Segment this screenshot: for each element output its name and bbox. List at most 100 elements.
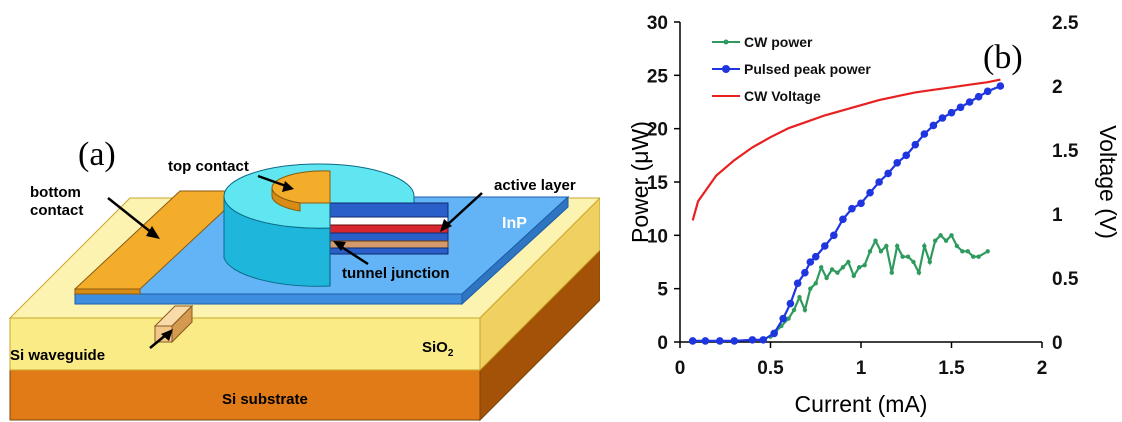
point-pulsed-peak-power	[857, 199, 865, 208]
point-cw-power	[954, 243, 960, 249]
point-cw-power	[949, 233, 954, 238]
point-pulsed-peak-power	[806, 258, 815, 266]
point-pulsed-peak-power	[996, 82, 1005, 90]
point-pulsed-peak-power	[956, 103, 965, 112]
x-tick-label: 1	[856, 358, 867, 379]
point-pulsed-peak-power	[947, 108, 956, 117]
legend: CW power Pulsed peak power CW Voltage	[712, 34, 871, 104]
point-cw-power	[976, 254, 981, 259]
point-pulsed-peak-power	[911, 140, 920, 149]
point-cw-power	[900, 254, 905, 259]
series-line-cw-voltage	[691, 78, 1001, 221]
point-pulsed-peak-power	[716, 337, 724, 345]
point-cw-power	[933, 238, 938, 243]
point-cw-power	[889, 270, 894, 275]
point-pulsed-peak-power	[811, 252, 820, 261]
point-cw-power	[927, 259, 932, 265]
x-tick-label: 0	[675, 358, 686, 379]
point-pulsed-peak-power	[884, 169, 892, 178]
point-cw-power	[840, 265, 846, 270]
point-pulsed-peak-power	[974, 92, 983, 101]
series-layer	[688, 78, 1005, 345]
point-cw-power	[791, 307, 797, 313]
tunnel-junction-label: tunnel junction	[342, 265, 449, 282]
point-pulsed-peak-power	[801, 268, 809, 277]
point-pulsed-peak-power	[688, 337, 697, 345]
point-cw-power	[818, 265, 824, 270]
y-left-tick-label: 20	[647, 120, 668, 141]
y-left-tick-label: 5	[657, 280, 668, 301]
y-left-tick-label: 15	[647, 173, 669, 194]
point-cw-power	[873, 238, 878, 243]
point-cw-power	[911, 259, 916, 265]
device-schematic: (a) bottom contact top contact active la…	[8, 136, 600, 422]
y-right-tick-label: 1	[1052, 205, 1063, 226]
y-right-tick-label: 2	[1052, 77, 1063, 98]
y-left-tick-label: 10	[647, 226, 668, 247]
point-pulsed-peak-power	[875, 178, 883, 186]
point-pulsed-peak-power	[848, 204, 856, 213]
point-pulsed-peak-power	[701, 337, 710, 345]
panel-a-label: (a)	[78, 136, 116, 173]
point-pulsed-peak-power	[730, 337, 739, 345]
point-pulsed-peak-power	[938, 114, 947, 122]
y-left-tick-label: 25	[647, 66, 669, 87]
bottom-contact-label-line2: contact	[30, 202, 83, 219]
legend-label-pulsed: Pulsed peak power	[744, 61, 871, 77]
point-pulsed-peak-power	[786, 299, 795, 308]
point-cw-power	[985, 249, 990, 254]
point-pulsed-peak-power	[830, 231, 838, 240]
top-contact-label: top contact	[168, 158, 249, 175]
legend-label-cw-power: CW power	[744, 34, 813, 50]
y-right-tick-label: 1.5	[1052, 141, 1079, 162]
y-left-ticks: 0 5 10 15 20 25 30	[647, 13, 680, 354]
point-cw-power	[916, 270, 922, 275]
point-pulsed-peak-power	[983, 87, 992, 96]
point-pulsed-peak-power	[759, 336, 768, 344]
x-ticks: 0 0.5 1 1.5 2	[675, 342, 1048, 379]
point-cw-power	[835, 270, 840, 275]
point-cw-power	[922, 243, 927, 249]
point-cw-power	[786, 316, 791, 321]
point-cw-power	[824, 275, 829, 281]
legend-label-cw-voltage: CW Voltage	[744, 88, 821, 104]
point-pulsed-peak-power	[770, 329, 778, 338]
sio2-label: SiO2	[422, 339, 454, 359]
si-substrate-block	[9, 249, 600, 422]
point-cw-power	[797, 295, 802, 300]
panel-b-label: (b)	[983, 39, 1023, 76]
legend-marker-pulsed	[722, 65, 730, 73]
point-cw-power	[851, 273, 856, 279]
point-cw-power	[829, 267, 835, 272]
point-cw-power	[943, 238, 949, 243]
point-cw-power	[862, 263, 867, 268]
point-cw-power	[813, 281, 818, 286]
point-pulsed-peak-power	[920, 130, 929, 138]
y-left-tick-label: 0	[657, 333, 668, 354]
point-cw-power	[965, 249, 970, 254]
point-cw-power	[884, 243, 889, 249]
sio2-label-subscript: 2	[448, 348, 454, 359]
y-left-tick-label: 30	[647, 13, 668, 34]
x-tick-label: 1.5	[938, 358, 965, 379]
point-cw-power	[938, 233, 943, 238]
inp-label: InP	[502, 215, 527, 232]
point-pulsed-peak-power	[866, 188, 874, 197]
point-pulsed-peak-power	[821, 242, 829, 250]
point-cw-power	[905, 254, 911, 259]
point-cw-power	[960, 249, 965, 254]
point-pulsed-peak-power	[965, 98, 974, 106]
point-pulsed-peak-power	[893, 159, 901, 167]
point-cw-power	[895, 243, 900, 249]
x-tick-label: 2	[1037, 358, 1048, 379]
series-line-pulsed-peak-power	[692, 84, 1001, 342]
point-cw-power	[802, 307, 808, 313]
y-right-tick-label: 0	[1052, 333, 1063, 354]
y-right-ticks: 0 0.5 1 1.5 2 2.5	[1052, 13, 1079, 354]
sio2-label-main: SiO	[422, 339, 448, 356]
point-cw-power	[867, 249, 873, 254]
y-right-tick-label: 2.5	[1052, 13, 1079, 34]
liv-chart: 0 0.5 1 1.5 2 0 5 10 15 20 25 30 0 0.5 1 1.5 2 2.5 CW p…	[627, 13, 1121, 417]
active-layer-label: active layer	[494, 177, 576, 194]
point-pulsed-peak-power	[779, 314, 787, 323]
